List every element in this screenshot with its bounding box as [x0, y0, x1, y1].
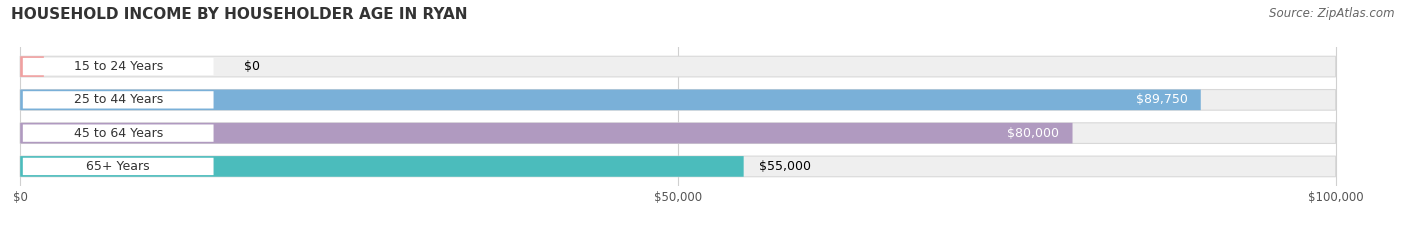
Text: 45 to 64 Years: 45 to 64 Years [73, 127, 163, 140]
Text: 65+ Years: 65+ Years [86, 160, 150, 173]
Text: $89,750: $89,750 [1136, 93, 1188, 106]
Text: Source: ZipAtlas.com: Source: ZipAtlas.com [1270, 7, 1395, 20]
FancyBboxPatch shape [20, 156, 744, 177]
FancyBboxPatch shape [20, 56, 1336, 77]
Text: 15 to 24 Years: 15 to 24 Years [73, 60, 163, 73]
FancyBboxPatch shape [20, 89, 1336, 110]
Text: HOUSEHOLD INCOME BY HOUSEHOLDER AGE IN RYAN: HOUSEHOLD INCOME BY HOUSEHOLDER AGE IN R… [11, 7, 468, 22]
Text: $55,000: $55,000 [759, 160, 811, 173]
FancyBboxPatch shape [22, 91, 214, 109]
FancyBboxPatch shape [22, 158, 214, 175]
FancyBboxPatch shape [20, 56, 44, 77]
FancyBboxPatch shape [20, 89, 1201, 110]
Text: $0: $0 [243, 60, 260, 73]
Text: 25 to 44 Years: 25 to 44 Years [73, 93, 163, 106]
FancyBboxPatch shape [20, 156, 1336, 177]
Text: $80,000: $80,000 [1007, 127, 1059, 140]
FancyBboxPatch shape [22, 58, 214, 75]
FancyBboxPatch shape [22, 124, 214, 142]
FancyBboxPatch shape [20, 123, 1073, 144]
FancyBboxPatch shape [20, 123, 1336, 144]
